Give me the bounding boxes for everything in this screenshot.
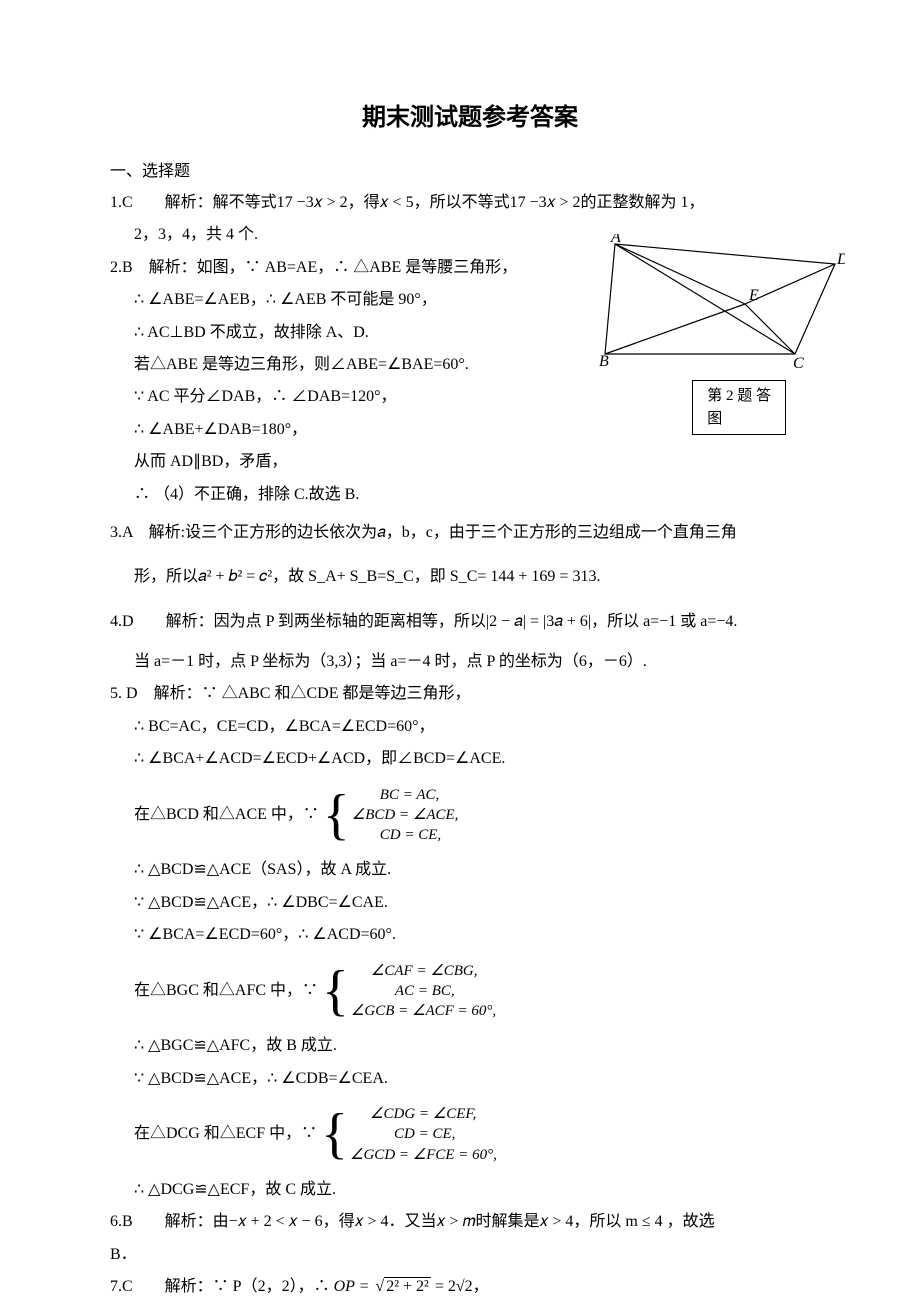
answer-5-l6: ∵ ∠BCA=∠ECD=60°，∴ ∠ACD=60°. (110, 920, 830, 950)
sqrt-body: 2² + 2² (384, 1277, 431, 1295)
sys3-b: CD = CE, (350, 1124, 455, 1144)
sys2-pre: 在△BGC 和△AFC 中，∵ (134, 982, 318, 999)
sys2-a: ∠CAF = ∠CBG, (351, 961, 478, 981)
sqrt-icon: 2² + 2² (373, 1272, 430, 1302)
pt-C: C (793, 355, 804, 372)
figure-caption-l1: 第 2 题 答 (707, 385, 771, 408)
answer-3-l2: 形，所以𝑎² + 𝑏² = 𝑐²，故 S_A+ S_B=S_C，即 S_C= 1… (110, 562, 830, 592)
answer-6-l2: B． (110, 1240, 830, 1270)
sys3-a: ∠CDG = ∠CEF, (350, 1104, 476, 1124)
sys3-c: ∠GCD = ∠FCE = 60°, (350, 1145, 497, 1165)
answer-6: 6.B 解析：由−𝑥 + 2 < 𝑥 − 6，得𝑥 > 4．又当𝑥 > 𝑚时解集… (110, 1207, 830, 1237)
sys2-c: ∠GCB = ∠ACF = 60°, (351, 1001, 496, 1021)
answer-2-l1: 解析：如图，∵ AB=AE，∴ △ABE 是等腰三角形， (133, 259, 518, 276)
brace-icon: { (322, 963, 349, 1019)
sys1-pre: 在△BCD 和△ACE 中，∵ (134, 806, 319, 823)
sys1-b: ∠BCD = ∠ACE, (352, 805, 459, 825)
answer-5-sys3: 在△DCG 和△ECF 中，∵ { ∠CDG = ∠CEF, CD = CE, … (110, 1104, 830, 1165)
pt-A: A (610, 234, 621, 246)
brace-icon: { (323, 787, 350, 843)
answer-5-l2: ∴ BC=AC，CE=CD，∠BCA=∠ECD=60°， (110, 712, 830, 742)
answer-5-l4: ∴ △BCD≌△ACE（SAS），故 A 成立. (110, 855, 830, 885)
answer-4-num: 4.D (110, 613, 134, 630)
answer-1-num: 1.C (110, 194, 133, 211)
answer-5-sys1: 在△BCD 和△ACE 中，∵ { BC = AC, ∠BCD = ∠ACE, … (110, 785, 830, 846)
answer-5-l9: ∴ △DCG≌△ECF，故 C 成立. (110, 1175, 830, 1205)
sys3-pre: 在△DCG 和△ECF 中，∵ (134, 1125, 317, 1142)
answer-5-l3: ∴ ∠BCA+∠ACD=∠ECD+∠ACD，即∠BCD=∠ACE. (110, 744, 830, 774)
answer-3: 3.A 解析:设三个正方形的边长依次为𝑎，b，c，由于三个正方形的三边组成一个直… (110, 518, 830, 548)
answer-5-l5: ∵ △BCD≌△ACE，∴ ∠DBC=∠CAE. (110, 888, 830, 918)
answer-6-l1: 解析：由−𝑥 + 2 < 𝑥 − 6，得𝑥 > 4．又当𝑥 > 𝑚时解集是𝑥 >… (133, 1213, 715, 1230)
answer-4-l1: 解析：因为点 P 到两坐标轴的距离相等，所以|2 − 𝑎| = |3𝑎 + 6|… (134, 613, 738, 630)
answer-7-num: 7.C (110, 1278, 133, 1295)
brace-icon: { (321, 1106, 348, 1162)
answer-5-l8: ∵ △BCD≌△ACE，∴ ∠CDB=∠CEA. (110, 1064, 830, 1094)
answer-5-l1: 解析：∵ △ABC 和△CDE 都是等边三角形， (138, 685, 471, 702)
answer-3-num: 3.A (110, 524, 133, 541)
answer-1: 1.C 解析：解不等式17 −3𝑥 > 2，得𝑥 < 5，所以不等式17 −3𝑥… (110, 188, 830, 218)
answer-4: 4.D 解析：因为点 P 到两坐标轴的距离相等，所以|2 − 𝑎| = |3𝑎 … (110, 607, 830, 637)
answer-7-op: OP = (334, 1278, 374, 1295)
answer-5-sys2: 在△BGC 和△AFC 中，∵ { ∠CAF = ∠CBG, AC = BC, … (110, 961, 830, 1022)
sys1-a: BC = AC, (352, 785, 439, 805)
sys2-b: AC = BC, (351, 981, 455, 1001)
answer-4-l2: 当 a=－1 时，点 P 坐标为（3,3）；当 a=－4 时，点 P 的坐标为（… (110, 647, 830, 677)
answer-2-num: 2.B (110, 259, 133, 276)
answer-7: 7.C 解析：∵ P（2，2），∴ OP = 2² + 2² = 2√2， (110, 1272, 830, 1302)
figure-caption: 第 2 题 答 图 (692, 380, 786, 435)
answer-5: 5. D 解析：∵ △ABC 和△CDE 都是等边三角形， (110, 679, 830, 709)
figure-caption-l2: 图 (707, 408, 771, 431)
answer-1-l1: 解析：解不等式17 −3𝑥 > 2，得𝑥 < 5，所以不等式17 −3𝑥 > 2… (133, 194, 705, 211)
section-header: 一、选择题 (110, 160, 830, 184)
answer-5-num: 5. D (110, 685, 138, 702)
answer-2-l7: 从而 AD∥BD，矛盾， (110, 447, 830, 477)
answer-6-num: 6.B (110, 1213, 133, 1230)
figure-q2: A B C D E (585, 234, 845, 374)
pt-B: B (599, 353, 609, 370)
answer-5-l7: ∴ △BGC≌△AFC，故 B 成立. (110, 1031, 830, 1061)
page-title: 期末测试题参考答案 (110, 100, 830, 136)
answer-7-l1a: 解析：∵ P（2，2），∴ (133, 1278, 334, 1295)
sys1-c: CD = CE, (352, 825, 441, 845)
pt-D: D (836, 251, 845, 268)
pt-E: E (748, 287, 759, 304)
answer-2-l8: ∴ （4）不正确，排除 C.故选 B. (110, 480, 830, 510)
answer-7-tail: = 2√2， (431, 1278, 489, 1295)
answer-3-l1: 解析:设三个正方形的边长依次为𝑎，b，c，由于三个正方形的三边组成一个直角三角 (133, 524, 737, 541)
